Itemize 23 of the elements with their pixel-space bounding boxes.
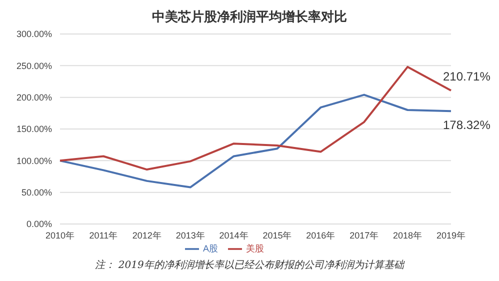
x-tick-label: 2018年 [393,230,422,240]
y-tick-label: 300.00% [16,29,52,40]
data-label: 178.32% [443,118,491,132]
x-tick-label: 2019年 [436,230,466,240]
legend-label: 美股 [246,243,264,254]
x-tick-label: 2013年 [176,230,205,240]
x-tick-label: 2012年 [132,230,162,240]
y-tick-label: 0.00% [26,219,52,230]
x-tick-label: 2011年 [89,230,118,240]
x-tick-label: 2014年 [219,230,248,240]
x-tick-label: 2015年 [262,230,292,240]
x-tick-label: 2016年 [306,230,336,240]
y-tick-label: 200.00% [16,92,52,103]
legend-label: A股 [202,243,218,254]
y-tick-label: 250.00% [16,60,52,71]
y-tick-label: 100.00% [16,156,52,166]
x-tick-label: 2017年 [350,230,379,240]
chart-title: 中美芯片股净利润平均增长率对比 [151,8,348,27]
text: 注： 2019年的净利润增长率以已经公布财报的公司净利润为计算基础 [94,258,406,272]
y-tick-label: 50.00% [21,188,52,198]
data-label: 210.71% [443,70,491,84]
y-tick-label: 150.00% [16,124,52,134]
x-tick-label: 2010年 [45,230,75,240]
